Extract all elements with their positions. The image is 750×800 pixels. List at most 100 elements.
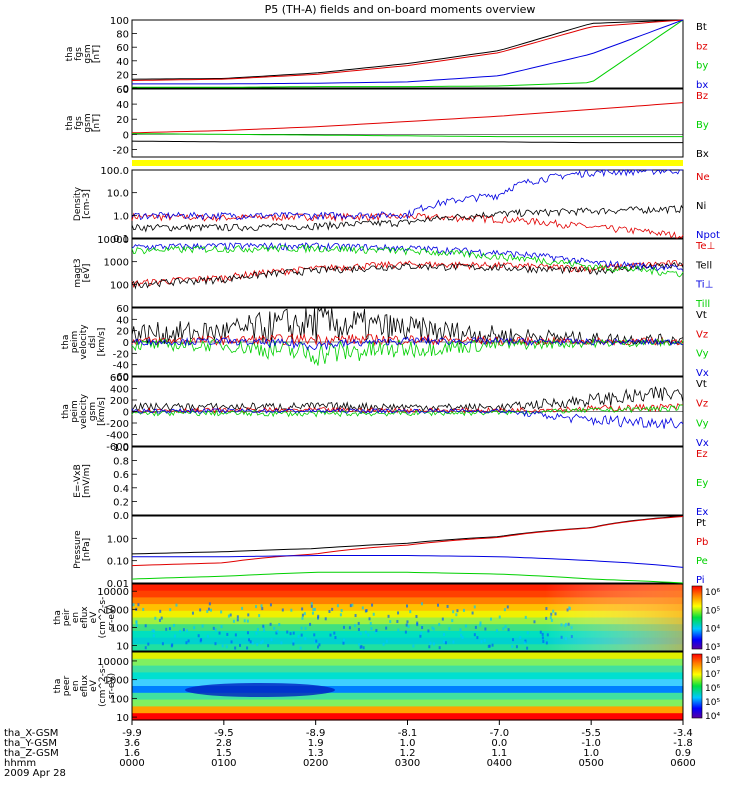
orbit-row-value: -9.9: [122, 728, 142, 739]
y-tick-label: 0.4: [113, 484, 129, 495]
orbit-row-value: 1.1: [491, 748, 507, 759]
legend-entry-Npot: Npot: [696, 230, 720, 241]
series-line-Vz: [131, 333, 684, 347]
legend-entry-Tell: Tell: [695, 260, 712, 271]
legend-entry-Pi: Pi: [696, 575, 705, 586]
y-axis-label: [km/s]: [97, 328, 107, 357]
y-tick-label: 1.0: [113, 211, 129, 222]
heatmap-band: [132, 665, 683, 673]
colorbar-tick-label: 10³: [705, 643, 720, 653]
series-line-Pb: [131, 516, 684, 567]
y-axis-label: eV: [89, 679, 99, 692]
legend-entry-Te⊥: Te⊥: [695, 241, 715, 252]
orbit-row-value: -8.9: [306, 728, 326, 739]
panel-frame: [131, 169, 684, 239]
y-tick-label: 40: [116, 57, 129, 68]
heatmap-band: [132, 679, 683, 687]
y-axis-label: [km/s]: [97, 397, 107, 426]
series-line-Vz: [131, 402, 683, 414]
y-axis-label: peim: [70, 400, 80, 423]
orbit-row-value: 0.9: [675, 748, 691, 759]
orbit-row-value: -5.5: [581, 728, 601, 739]
legend-entry-bx: bx: [696, 80, 708, 91]
y-tick-label: 10: [116, 713, 129, 724]
y-axis-label: sr-eV): [107, 604, 117, 630]
y-tick-label: -20: [113, 349, 129, 360]
y-axis-label: [nPa]: [82, 538, 92, 561]
heatmap-band: [132, 658, 683, 667]
legend-entry-By: By: [696, 120, 709, 131]
series-line-Vx: [131, 407, 684, 429]
legend-entry-Ti⊥: Ti⊥: [695, 280, 713, 291]
y-axis-label: tha: [53, 610, 63, 625]
legend-entry-Bz: Bz: [696, 91, 708, 102]
colorbar-tick-label: 10⁷: [705, 670, 720, 680]
y-tick-label: 0.1: [113, 234, 129, 245]
y-tick-label: 600: [110, 373, 129, 384]
heatmap-sheet-overlay: [132, 584, 683, 651]
heatmap-band: [132, 692, 683, 701]
y-axis-label: fgs: [74, 116, 84, 130]
y-tick-label: 0.01: [107, 579, 129, 590]
y-axis-label: eV: [89, 611, 99, 624]
legend-entry-Vt: Vt: [696, 379, 707, 390]
y-tick-label: 0: [123, 408, 129, 419]
y-tick-label: 0: [123, 84, 129, 95]
y-tick-label: -40: [113, 361, 129, 372]
series-line-Bz: [131, 102, 684, 134]
y-tick-label: 0: [123, 130, 129, 141]
orbit-row-value: 1.2: [400, 748, 416, 759]
y-axis-label: eflux: [80, 674, 90, 697]
panel-frame: [131, 19, 684, 89]
y-tick-label: 60: [116, 304, 129, 315]
orbit-row-value: -8.1: [398, 728, 418, 739]
orbit-row-value: 3.6: [124, 738, 140, 749]
y-tick-label: 10.0: [107, 189, 129, 200]
colorbar-tick-label: 10⁸: [705, 656, 720, 666]
orbit-row-value: 0600: [670, 758, 695, 769]
colorbar: [691, 653, 703, 719]
y-tick-label: 80: [116, 30, 129, 41]
orbit-row-value: -1.8: [673, 738, 693, 749]
legend-entry-bz: bz: [696, 41, 708, 52]
legend-entry-Pb: Pb: [696, 537, 708, 548]
series-line-Tell: [131, 262, 684, 290]
flag-bar: [132, 160, 683, 166]
orbit-row-label: tha_Z-GSM: [4, 748, 59, 759]
panel-frame: [131, 88, 684, 158]
y-axis-label: [eV]: [82, 264, 92, 283]
orbit-row-label: hhmm: [4, 758, 36, 769]
y-axis-label: en: [71, 612, 81, 623]
orbit-row-value: 0000: [119, 758, 144, 769]
y-axis-label: sr-eV): [107, 673, 117, 699]
series-line-Vt: [131, 306, 684, 347]
y-axis-label: tha: [61, 335, 71, 350]
y-tick-label: 1.0: [113, 443, 129, 454]
y-tick-label: 20: [116, 115, 129, 126]
y-axis-label: gsm: [88, 402, 98, 421]
colorbar-tick-label: 10⁴: [705, 625, 720, 635]
y-axis-label: dsl: [88, 336, 98, 349]
series-line-Ni: [131, 204, 684, 233]
y-axis-label: tha: [65, 47, 75, 62]
y-tick-label: -400: [106, 431, 129, 442]
y-tick-label: 10: [116, 642, 129, 653]
y-tick-label: 1000: [104, 676, 129, 687]
y-tick-label: 100: [110, 280, 129, 291]
legend-entry-Ne: Ne: [696, 172, 710, 183]
panel-peir_en_eflux: 10⁶ 10⁵ 10⁴ 10³ 10000 1000 100 10 tha peir en eflux…: [53, 583, 720, 653]
y-tick-label: 1000: [104, 605, 129, 616]
orbit-row-value: 1.9: [308, 738, 324, 749]
legend-entry-Ni: Ni: [696, 201, 706, 212]
legend-entry-Pt: Pt: [696, 518, 706, 529]
y-tick-label: 1000: [104, 258, 129, 269]
orbit-row-value: 1.0: [583, 748, 599, 759]
y-axis-label: tha: [65, 116, 75, 131]
legend-entry-Vt: Vt: [696, 310, 707, 321]
y-axis-label: eflux: [80, 606, 90, 629]
series-line-by: [132, 19, 684, 88]
panel-efield: 1.0 0.8 0.6 0.4 0.2 0.0 E=-VxB [mV/m]: [73, 443, 684, 522]
heatmap-band: [132, 672, 683, 680]
series-line-Ti⊥: [131, 242, 684, 272]
